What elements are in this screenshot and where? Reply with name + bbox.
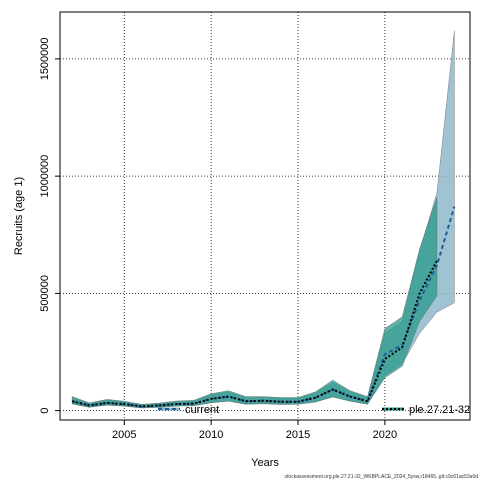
x-tick-label: 2020	[373, 429, 397, 441]
x-tick-label: 2010	[199, 429, 223, 441]
grid-lines	[60, 12, 470, 420]
confidence-bands	[71, 30, 455, 409]
y-tick-label: 0	[39, 408, 51, 414]
y-axis-ticks: 0 500000 1000000 1500000	[39, 37, 60, 414]
median-line-2	[71, 260, 438, 408]
y-tick-label: 1500000	[39, 37, 51, 80]
y-axis-title: Recruits (age 1)	[13, 177, 25, 255]
x-axis-title: Years	[251, 457, 279, 469]
x-tick-label: 2005	[112, 429, 136, 441]
x-tick-label: 2015	[286, 429, 310, 441]
y-tick-label: 500000	[39, 275, 51, 312]
legend-label-2: ple.27.21-32	[409, 404, 470, 416]
legend-label-1: current	[185, 404, 219, 416]
confidence-band-2	[71, 197, 438, 409]
y-tick-label: 1000000	[39, 155, 51, 198]
legend: current ple.27.21-32	[158, 404, 470, 416]
median-lines	[71, 206, 456, 408]
plot-frame	[59, 11, 471, 421]
x-axis-ticks: 2005 2010 2015 2020	[112, 420, 397, 441]
footer-source-text: stockassessment.org,ple.27.21-32_WKBPLAC…	[285, 474, 479, 480]
median-line-1	[71, 206, 456, 408]
